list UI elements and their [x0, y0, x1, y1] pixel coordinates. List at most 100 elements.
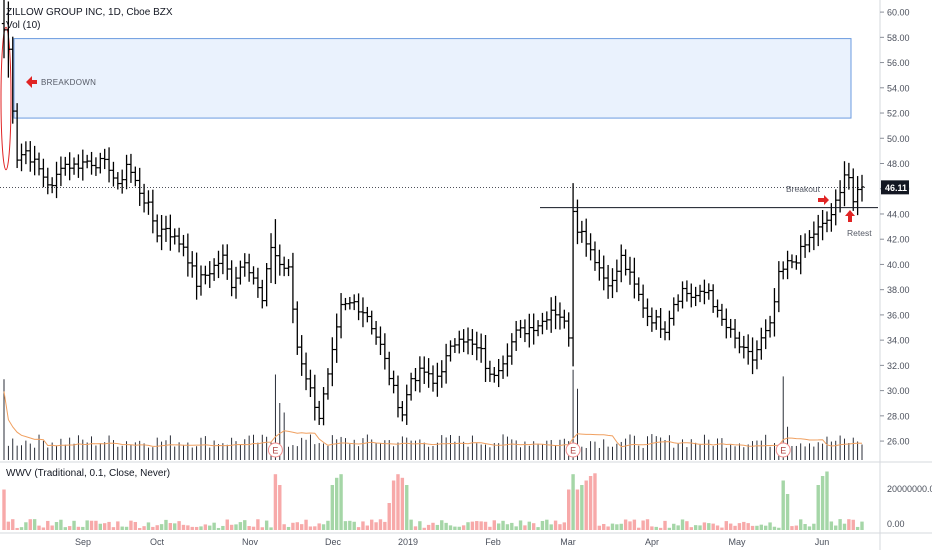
ohlc-bar	[654, 309, 659, 330]
ohlc-bar	[32, 145, 37, 176]
ohlc-bar	[500, 355, 506, 379]
wwv-bar	[238, 522, 243, 530]
wwv-bar	[667, 527, 672, 530]
wwv-bar	[680, 519, 685, 530]
wwv-bar	[571, 474, 575, 530]
ohlc-bar	[474, 331, 479, 361]
wwv-bar	[352, 521, 356, 530]
wwv-bar	[264, 520, 269, 530]
ohlc-bar	[566, 312, 571, 347]
wwv-bar	[190, 526, 194, 530]
wwv-bar	[282, 524, 286, 530]
wwv-bar	[619, 523, 623, 530]
ohlc-bar	[767, 315, 773, 338]
ohlc-bar	[277, 244, 282, 276]
ohlc-bar	[168, 214, 173, 251]
wwv-bar	[763, 525, 768, 530]
ohlc-bar	[513, 320, 519, 351]
ohlc-bar	[417, 356, 423, 393]
wwv-bar	[142, 526, 146, 530]
wwv-bar	[317, 523, 321, 530]
wwv-bar	[799, 519, 803, 530]
ohlc-bar	[225, 244, 230, 280]
ohlc-bar	[675, 294, 681, 312]
y-tick-label: 54.00	[887, 83, 910, 93]
wwv-bar	[435, 524, 440, 530]
wwv-bar	[120, 526, 124, 530]
ohlc-bar	[505, 343, 510, 377]
ohlc-bar	[680, 281, 685, 309]
ohlc-bar	[846, 162, 852, 190]
wwv-bar	[59, 519, 63, 530]
wwv-bar	[654, 526, 658, 530]
ohlc-bar	[470, 329, 475, 356]
retest-label: Retest	[847, 228, 872, 238]
ohlc-bar	[76, 154, 81, 178]
ohlc-bar	[203, 265, 208, 285]
wwv-bar	[247, 526, 251, 530]
wwv-bar	[426, 524, 431, 530]
wwv-bar	[343, 521, 348, 530]
ohlc-bar	[133, 166, 138, 187]
wwv-bar	[129, 520, 133, 530]
ohlc-bar	[106, 147, 112, 183]
ohlc-bar	[308, 369, 313, 398]
wwv-bar	[124, 526, 129, 530]
wwv-bar	[6, 521, 11, 530]
ohlc-bar	[382, 333, 388, 370]
wwv-bar	[98, 523, 103, 530]
ohlc-bar	[176, 227, 182, 253]
x-tick-label: Nov	[242, 537, 259, 547]
ohlc-bar	[347, 296, 353, 310]
wwv-bar	[855, 526, 860, 530]
wwv-bar	[492, 520, 496, 530]
retest-arrow-icon	[845, 210, 855, 222]
wwv-bar	[755, 525, 759, 530]
wwv-bar	[212, 522, 216, 530]
wwv-bar	[689, 527, 693, 530]
wwv-bar	[580, 485, 584, 530]
ohlc-bar	[19, 143, 24, 172]
ohlc-bar	[150, 189, 156, 234]
ohlc-bar	[772, 288, 777, 337]
wwv-bar	[575, 489, 580, 530]
ohlc-bar	[137, 167, 142, 206]
ohlc-bar	[426, 358, 431, 388]
wwv-bar	[370, 519, 374, 530]
wwv-bar	[177, 521, 181, 530]
ohlc-bar	[119, 169, 125, 194]
ohlc-bar	[820, 209, 825, 241]
ohlc-bar	[776, 261, 782, 313]
ohlc-bar	[785, 250, 790, 280]
ohlc-bar	[413, 368, 418, 392]
wwv-bar	[321, 524, 326, 530]
wwv-bar	[431, 522, 435, 530]
wwv-bar	[777, 527, 781, 530]
wwv-bar	[151, 526, 155, 530]
ohlc-bar	[299, 335, 304, 376]
ohlc-bar	[430, 365, 436, 392]
wwv-bar	[772, 526, 777, 530]
ohlc-bar	[518, 319, 523, 338]
wwv-bar	[567, 489, 571, 530]
ohlc-bar	[745, 334, 751, 365]
wwv-bar	[488, 526, 492, 530]
ohlc-bar	[562, 309, 567, 329]
ohlc-bar	[58, 156, 64, 187]
y-tick-label: 50.00	[887, 134, 910, 144]
wwv-bar	[107, 521, 111, 530]
ohlc-bar	[824, 211, 830, 233]
ohlc-bar	[1, 0, 7, 59]
ohlc-bar	[759, 327, 764, 360]
wwv-bar	[15, 527, 19, 530]
wwv-bar	[562, 522, 567, 530]
wwv-bar	[440, 520, 444, 530]
ohlc-bar	[658, 308, 663, 338]
wwv-bar	[847, 519, 851, 530]
wwv-bar	[81, 526, 85, 530]
ohlc-bar	[207, 261, 212, 288]
wwv-bar	[685, 521, 689, 530]
wwv-bar	[453, 526, 457, 530]
